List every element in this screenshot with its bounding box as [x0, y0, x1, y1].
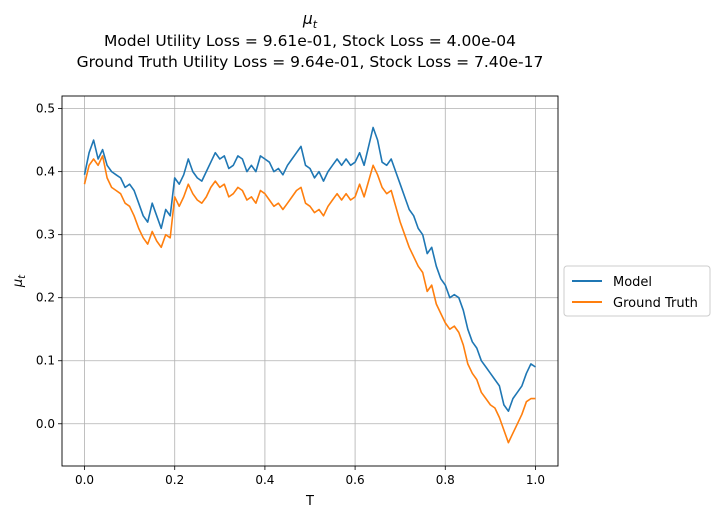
legend-label-ground-truth: Ground Truth — [613, 296, 698, 311]
title-symbol-base: μ — [302, 10, 313, 28]
y-tick-label: 0.4 — [36, 165, 55, 179]
legend-label-model: Model — [613, 275, 652, 290]
chart-title: μt Model Utility Loss = 9.61e-01, Stock … — [77, 10, 544, 71]
x-axis-ticks: 0.0 0.2 0.4 0.6 0.8 1.0 — [75, 466, 545, 487]
x-tick-label: 0.6 — [346, 473, 365, 487]
x-axis-label: T — [305, 494, 314, 509]
svg-text:μt: μt — [11, 274, 28, 288]
title-symbol-sub: t — [313, 18, 318, 31]
y-axis-label-sub: t — [17, 274, 28, 279]
title-symbol: μt — [302, 10, 318, 31]
y-tick-label: 0.3 — [36, 228, 55, 242]
x-tick-label: 1.0 — [526, 473, 545, 487]
y-axis-label-base: μ — [11, 279, 26, 288]
y-tick-label: 0.2 — [36, 291, 55, 305]
legend-box — [563, 265, 711, 317]
title-line-ground-truth: Ground Truth Utility Loss = 9.64e-01, St… — [77, 53, 544, 71]
series-line-model — [83, 126, 536, 413]
x-tick-label: 0.8 — [436, 473, 455, 487]
series-line-ground-truth — [83, 155, 536, 444]
y-axis-label: μt — [11, 274, 28, 288]
y-tick-label: 0.1 — [36, 354, 55, 368]
y-axis-ticks: 0.0 0.1 0.2 0.3 0.4 0.5 — [36, 102, 62, 431]
y-tick-label: 0.0 — [36, 417, 55, 431]
x-tick-label: 0.4 — [255, 473, 274, 487]
y-tick-label: 0.5 — [36, 102, 55, 116]
legend: Model Ground Truth — [563, 265, 711, 317]
title-line-model: Model Utility Loss = 9.61e-01, Stock Los… — [104, 32, 516, 50]
series-lines — [83, 126, 536, 444]
grid — [62, 96, 558, 466]
x-tick-label: 0.2 — [165, 473, 184, 487]
plot-frame — [61, 95, 559, 467]
x-tick-label: 0.0 — [75, 473, 94, 487]
